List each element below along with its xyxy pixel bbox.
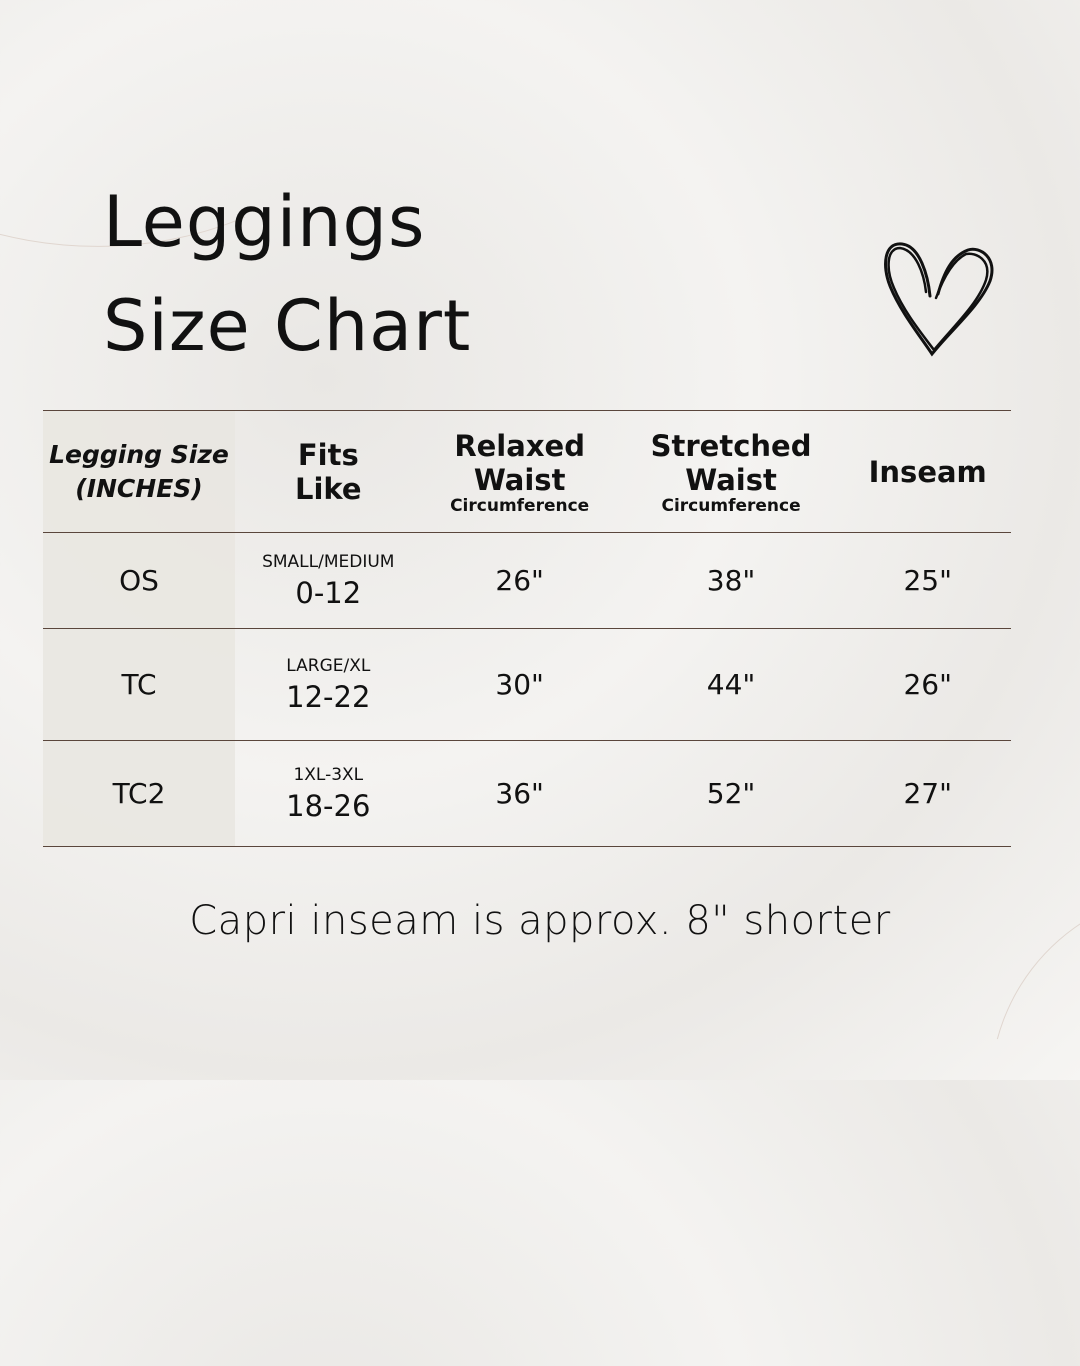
cell-size: TC bbox=[43, 628, 235, 741]
cell-fits-like: 1XL-3XL 18-26 bbox=[235, 740, 422, 847]
table-header-row: Legging Size (INCHES) Fits Like Relaxed Wai… bbox=[43, 410, 1011, 533]
cell-inseam: 26" bbox=[844, 628, 1011, 741]
cell-inseam: 27" bbox=[844, 740, 1011, 847]
fits-range: 0-12 bbox=[295, 575, 362, 610]
cell-size: TC2 bbox=[43, 740, 235, 847]
header-text: Waist bbox=[473, 462, 566, 497]
header-inseam: Inseam bbox=[844, 410, 1011, 533]
header-text: Inseam bbox=[868, 454, 987, 489]
header-fits-like: Fits Like bbox=[235, 410, 422, 533]
fits-range: 18-26 bbox=[286, 788, 371, 823]
page-title: Leggings Size Chart bbox=[103, 170, 471, 378]
cell-relaxed: 26" bbox=[421, 532, 618, 629]
header-text: Fits bbox=[297, 437, 359, 472]
table-row: TC2 1XL-3XL 18-26 36" 52" 27" bbox=[43, 740, 1011, 847]
heart-icon bbox=[884, 242, 994, 357]
header-legging-size: Legging Size (INCHES) bbox=[43, 410, 235, 533]
cell-inseam: 25" bbox=[844, 532, 1011, 629]
title-line-1: Leggings bbox=[103, 181, 426, 263]
table-row: OS SMALL/MEDIUM 0-12 26" 38" 25" bbox=[43, 532, 1011, 629]
fits-label: SMALL/MEDIUM bbox=[262, 551, 395, 572]
header-stretched-waist: Stretched Waist Circumference bbox=[617, 410, 845, 533]
cell-stretched: 52" bbox=[617, 740, 845, 847]
fits-range: 12-22 bbox=[286, 679, 371, 714]
header-subtext: Circumference bbox=[661, 495, 801, 516]
size-chart-table: Legging Size (INCHES) Fits Like Relaxed Wai… bbox=[43, 410, 1011, 847]
header-text: (INCHES) bbox=[75, 473, 203, 503]
cell-relaxed: 30" bbox=[421, 628, 618, 741]
header-subtext: Circumference bbox=[450, 495, 590, 516]
title-line-2: Size Chart bbox=[103, 285, 472, 367]
cell-stretched: 44" bbox=[617, 628, 845, 741]
header-text: Like bbox=[294, 471, 362, 506]
cell-size: OS bbox=[43, 532, 235, 629]
cell-relaxed: 36" bbox=[421, 740, 618, 847]
fits-label: LARGE/XL bbox=[286, 655, 371, 676]
header-text: Waist bbox=[685, 462, 777, 497]
cell-fits-like: LARGE/XL 12-22 bbox=[235, 628, 422, 741]
cell-stretched: 38" bbox=[617, 532, 845, 629]
header-text: Stretched bbox=[650, 428, 812, 463]
fits-label: 1XL-3XL bbox=[293, 764, 364, 785]
table-row: TC LARGE/XL 12-22 30" 44" 26" bbox=[43, 628, 1011, 741]
header-text: Legging Size bbox=[49, 439, 229, 469]
cell-fits-like: SMALL/MEDIUM 0-12 bbox=[235, 532, 422, 629]
header-relaxed-waist: Relaxed Waist Circumference bbox=[421, 410, 618, 533]
capri-note: Capri inseam is approx. 8" shorter bbox=[189, 898, 891, 944]
header-text: Relaxed bbox=[454, 428, 585, 463]
